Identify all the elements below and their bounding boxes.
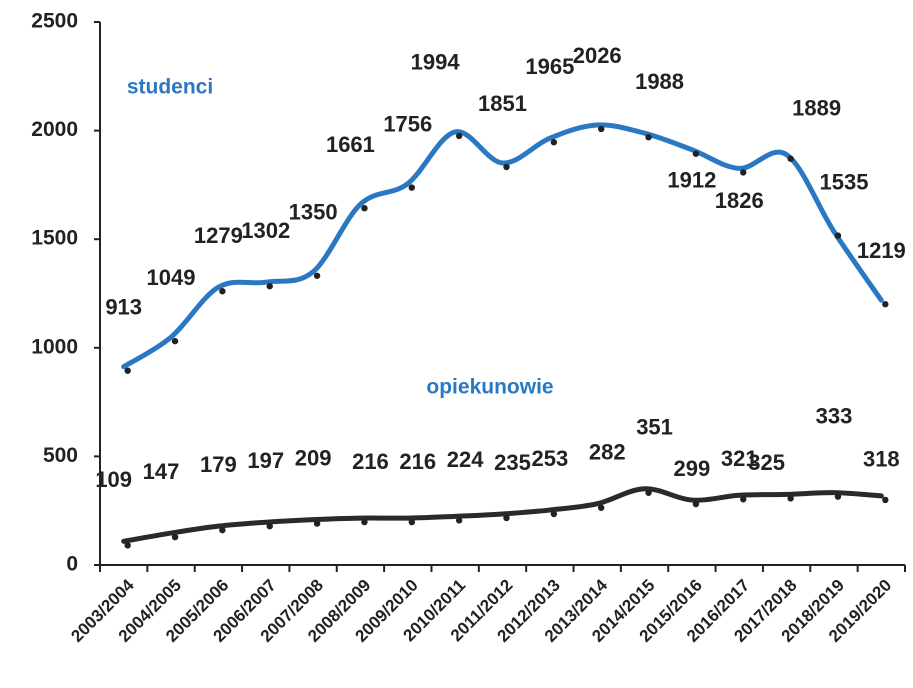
data-label: 216 bbox=[399, 449, 436, 474]
line bbox=[121, 122, 884, 370]
point bbox=[408, 518, 415, 526]
data-label: 1279 bbox=[194, 223, 243, 248]
data-label: 1756 bbox=[383, 111, 432, 136]
y-tick-label: 500 bbox=[43, 444, 78, 467]
point bbox=[313, 272, 321, 279]
data-label: 333 bbox=[816, 403, 853, 428]
data-label: 1912 bbox=[667, 168, 716, 193]
data-label: 1535 bbox=[819, 169, 868, 194]
point bbox=[503, 514, 510, 522]
point bbox=[598, 504, 605, 511]
y-tick-label: 0 bbox=[66, 553, 78, 576]
data-label: 321 bbox=[721, 446, 758, 471]
data-label: 1219 bbox=[857, 238, 906, 263]
data-label: 1965 bbox=[525, 54, 574, 79]
point bbox=[503, 163, 510, 171]
point bbox=[598, 125, 605, 133]
data-label: 1994 bbox=[411, 50, 461, 75]
data-label: 1302 bbox=[241, 218, 290, 243]
point bbox=[266, 283, 273, 290]
data-label: 1826 bbox=[715, 188, 764, 213]
data-label: 913 bbox=[105, 295, 142, 320]
point bbox=[882, 301, 889, 308]
point bbox=[787, 495, 794, 502]
point bbox=[313, 520, 321, 527]
point bbox=[740, 496, 747, 503]
data-label: 1049 bbox=[147, 265, 196, 290]
point bbox=[361, 205, 368, 212]
data-label: 1661 bbox=[326, 132, 375, 157]
data-label: 209 bbox=[295, 445, 332, 470]
point bbox=[455, 132, 463, 140]
data-label: 325 bbox=[748, 450, 785, 475]
point bbox=[834, 232, 842, 239]
point bbox=[692, 500, 700, 508]
point bbox=[882, 496, 889, 504]
point bbox=[171, 533, 179, 541]
data-label: 235 bbox=[494, 450, 531, 475]
data-label: 1350 bbox=[289, 200, 338, 225]
data-label: 253 bbox=[531, 446, 568, 471]
point bbox=[219, 526, 226, 534]
point bbox=[645, 489, 652, 496]
y-tick-label: 2500 bbox=[31, 10, 78, 33]
point bbox=[266, 523, 273, 530]
point bbox=[645, 134, 652, 141]
point bbox=[550, 139, 558, 146]
series-label: studenci bbox=[127, 76, 213, 99]
y-tick-label: 1500 bbox=[31, 227, 78, 250]
data-label: 1889 bbox=[792, 96, 841, 121]
data-label: 197 bbox=[247, 448, 284, 473]
point bbox=[124, 542, 131, 549]
point bbox=[455, 517, 463, 524]
series-label: opiekunowie bbox=[426, 376, 553, 399]
data-label: 179 bbox=[200, 452, 237, 477]
point bbox=[219, 288, 226, 295]
point bbox=[787, 155, 794, 162]
point bbox=[171, 337, 179, 345]
y-tick-label: 2000 bbox=[31, 118, 78, 141]
data-label: 147 bbox=[143, 459, 180, 484]
data-label: 1851 bbox=[478, 91, 527, 116]
point bbox=[408, 184, 415, 191]
point bbox=[124, 367, 131, 374]
data-label: 282 bbox=[589, 440, 626, 465]
data-label: 299 bbox=[674, 456, 711, 481]
data-label: 224 bbox=[447, 447, 484, 472]
data-label: 216 bbox=[352, 449, 389, 474]
point bbox=[834, 493, 842, 500]
point bbox=[740, 169, 747, 176]
point bbox=[550, 510, 558, 518]
point bbox=[361, 518, 368, 526]
point bbox=[692, 150, 700, 157]
data-label: 109 bbox=[95, 467, 132, 492]
line bbox=[121, 486, 884, 544]
data-label: 351 bbox=[636, 415, 673, 440]
data-label: 1988 bbox=[635, 69, 684, 94]
y-tick-label: 1000 bbox=[31, 335, 78, 358]
data-label: 2026 bbox=[573, 43, 622, 68]
data-label: 318 bbox=[863, 447, 900, 472]
